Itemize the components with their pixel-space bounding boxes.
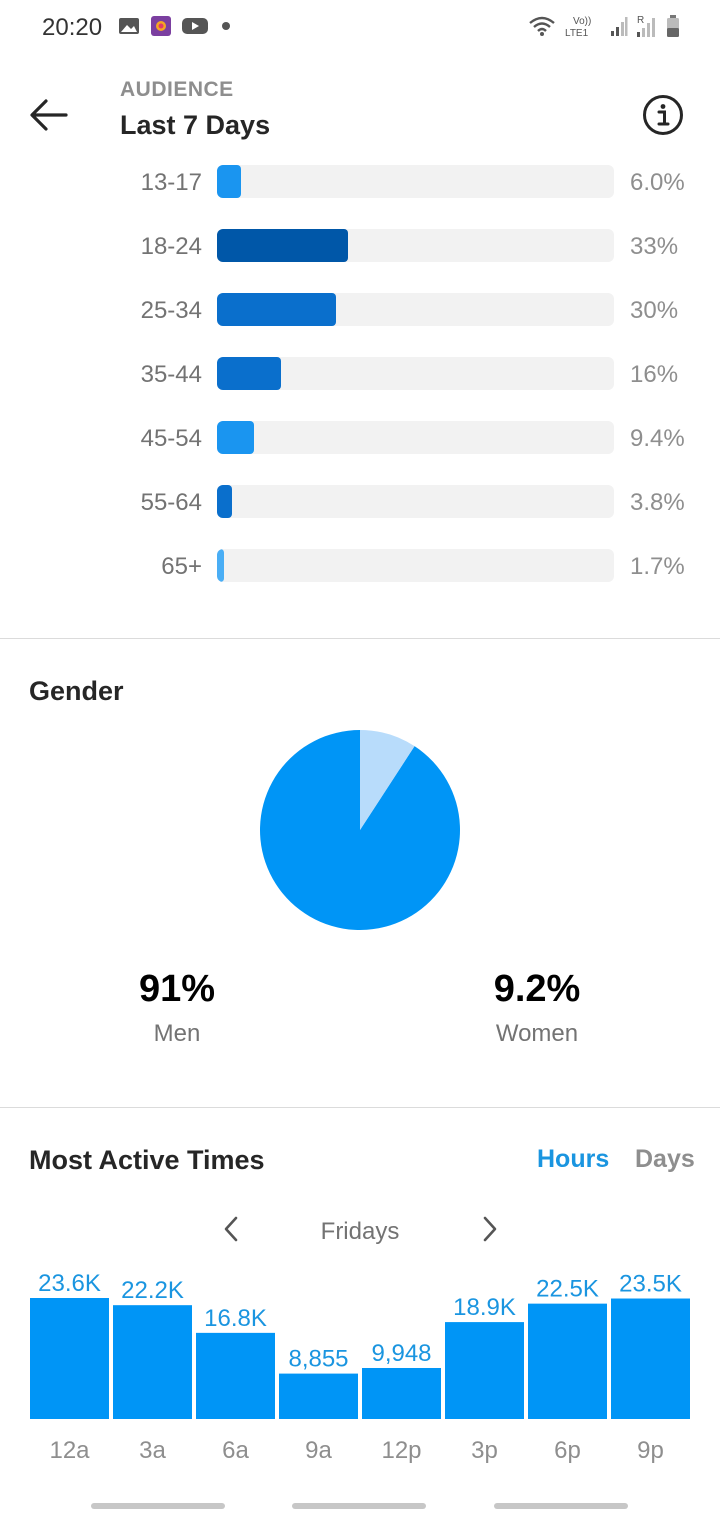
day-label: Fridays — [320, 1218, 400, 1245]
wifi-icon — [529, 16, 555, 36]
status-system-icons: Vo)) LTE1 R — [528, 14, 680, 38]
age-bar — [217, 421, 255, 454]
pie-slice-women — [360, 730, 415, 830]
gender-pie-chart — [260, 730, 461, 930]
youtube-icon — [182, 18, 208, 34]
age-percentage: 3.8% — [630, 489, 685, 516]
age-bar — [217, 165, 241, 198]
age-bar — [217, 485, 233, 518]
age-label: 65+ — [161, 553, 202, 580]
nav-bar-home[interactable] — [292, 1503, 426, 1509]
chevron-left-icon[interactable] — [218, 1214, 244, 1244]
age-bar — [217, 549, 224, 582]
age-percentage: 6.0% — [630, 169, 685, 196]
image-icon — [119, 18, 139, 34]
signal-roaming-icon: R — [637, 15, 655, 37]
section-label: AUDIENCE — [120, 78, 234, 101]
status-bar: 20:20 Vo)) LTE1 — [0, 0, 720, 56]
age-label: 18-24 — [140, 233, 202, 260]
x-tick-label: 9p — [637, 1437, 664, 1464]
age-row: 35-44 16% — [0, 357, 720, 391]
active-time-bar[interactable] — [279, 1373, 358, 1419]
age-bar-track — [217, 549, 614, 582]
x-tick-label: 3a — [139, 1437, 166, 1464]
bar-value-label: 22.2K — [121, 1277, 184, 1304]
x-tick-label: 6a — [222, 1437, 249, 1464]
active-time-bar[interactable] — [113, 1305, 192, 1419]
chevron-right-icon[interactable] — [477, 1214, 503, 1244]
divider — [0, 1107, 720, 1108]
battery-icon — [667, 15, 679, 37]
volte-icon: Vo)) LTE1 — [565, 16, 591, 38]
svg-text:Vo)): Vo)) — [573, 16, 591, 27]
age-bar-track — [217, 357, 614, 390]
page-title: Last 7 Days — [120, 110, 271, 140]
age-label: 45-54 — [140, 425, 202, 452]
age-bar — [217, 229, 348, 262]
pie-slice-men — [260, 730, 461, 930]
men-percentage: 91% — [138, 968, 216, 1010]
bar-value-label: 16.8K — [204, 1305, 267, 1332]
age-row: 13-17 6.0% — [0, 165, 720, 199]
x-tick-label: 12p — [381, 1437, 421, 1464]
bar-value-label: 8,855 — [288, 1346, 348, 1373]
age-bar-track — [217, 485, 614, 518]
age-row: 25-34 30% — [0, 293, 720, 327]
status-notification-icons — [118, 16, 230, 36]
tab-days[interactable]: Days — [635, 1145, 695, 1173]
svg-text:LTE1: LTE1 — [565, 28, 589, 38]
svg-text:R: R — [637, 15, 644, 26]
age-row: 65+ 1.7% — [0, 549, 720, 583]
age-row: 18-24 33% — [0, 229, 720, 263]
bar-value-label: 9,948 — [371, 1340, 431, 1367]
active-times-chart: 23.6K 12a 22.2K 3a 16.8K 6a 8,855 9a 9,948 12p 18.… — [30, 1270, 690, 1464]
age-label: 35-44 — [140, 361, 202, 388]
bar-value-label: 23.6K — [38, 1270, 101, 1297]
divider — [0, 638, 720, 639]
tab-hours[interactable]: Hours — [537, 1145, 610, 1173]
men-label: Men — [153, 1020, 201, 1047]
nav-bar-right[interactable] — [494, 1503, 628, 1509]
x-tick-label: 6p — [554, 1437, 581, 1464]
active-time-bar[interactable] — [362, 1367, 441, 1419]
app-icon — [151, 16, 171, 36]
age-label: 55-64 — [140, 489, 202, 516]
age-bar — [217, 357, 281, 390]
age-label: 25-34 — [140, 297, 202, 324]
x-tick-label: 3p — [471, 1437, 498, 1464]
x-tick-label: 9a — [305, 1437, 332, 1464]
nav-bar-left[interactable] — [91, 1503, 225, 1509]
age-bar-track — [217, 229, 614, 262]
back-arrow-icon[interactable] — [26, 92, 72, 138]
bar-value-label: 18.9K — [453, 1294, 516, 1321]
active-time-bar[interactable] — [445, 1322, 524, 1419]
age-percentage: 33% — [630, 233, 679, 260]
bar-value-label: 22.5K — [536, 1276, 599, 1303]
active-times-title: Most Active Times — [29, 1145, 265, 1175]
age-bar-track — [217, 165, 614, 198]
age-bar — [217, 293, 337, 326]
women-label: Women — [495, 1020, 579, 1047]
age-row: 45-54 9.4% — [0, 421, 720, 455]
status-time: 20:20 — [42, 14, 103, 41]
gender-title: Gender — [29, 676, 124, 706]
age-row: 55-64 3.8% — [0, 485, 720, 519]
more-notifications-dot — [222, 22, 230, 30]
x-tick-label: 12a — [49, 1437, 90, 1464]
age-bar-track — [217, 293, 614, 326]
age-percentage: 16% — [630, 361, 679, 388]
info-icon[interactable] — [642, 94, 684, 136]
signal-icon — [611, 17, 628, 36]
active-time-bar[interactable] — [528, 1303, 607, 1419]
women-percentage: 9.2% — [493, 968, 581, 1010]
age-percentage: 9.4% — [630, 425, 685, 452]
age-label: 13-17 — [140, 169, 202, 196]
bar-value-label: 23.5K — [619, 1271, 682, 1298]
age-bar-track — [217, 421, 614, 454]
active-time-bar[interactable] — [30, 1298, 109, 1419]
active-time-bar[interactable] — [611, 1298, 690, 1419]
age-percentage: 30% — [630, 297, 679, 324]
active-time-bar[interactable] — [196, 1332, 275, 1419]
age-percentage: 1.7% — [630, 553, 685, 580]
